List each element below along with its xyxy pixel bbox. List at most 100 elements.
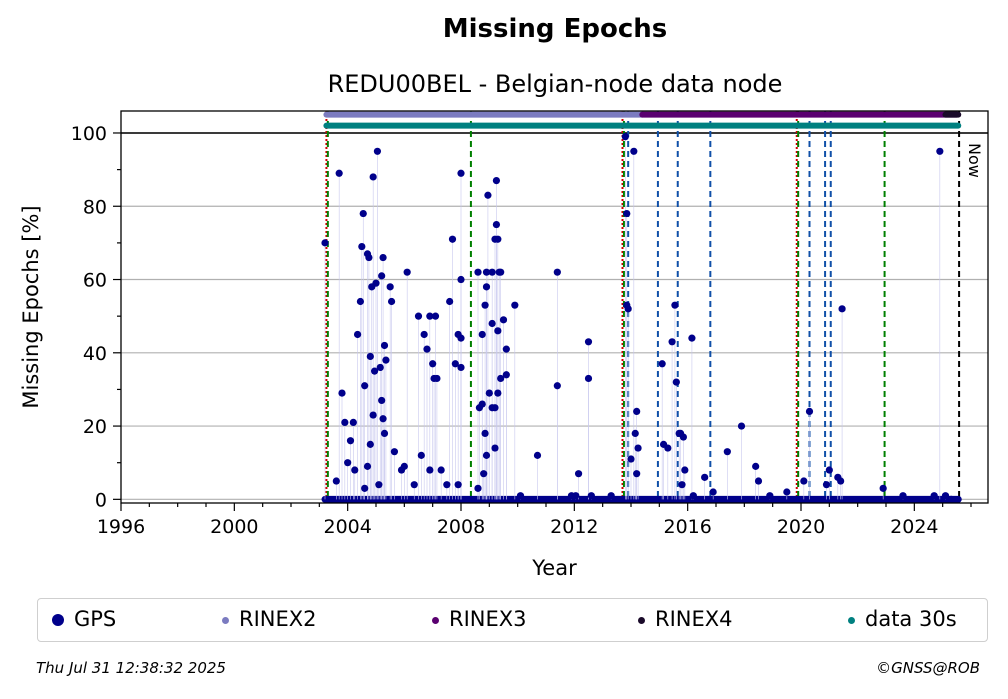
gps-point bbox=[497, 268, 505, 276]
gps-point bbox=[630, 147, 638, 155]
gps-point bbox=[426, 466, 434, 474]
gps-point bbox=[664, 444, 672, 452]
legend-item-rinex4: RINEX4 bbox=[638, 607, 733, 631]
gps-point bbox=[482, 268, 491, 276]
y-tick-label: 20 bbox=[83, 416, 107, 438]
now-label: Now bbox=[965, 143, 984, 178]
gps-point bbox=[373, 147, 382, 155]
gps-point bbox=[366, 440, 374, 448]
gps-point bbox=[492, 177, 501, 185]
gps-point bbox=[492, 220, 501, 229]
gps-point bbox=[805, 407, 814, 416]
gps-point bbox=[379, 253, 387, 262]
gps-point bbox=[633, 470, 641, 478]
legend-label-data30s: data 30s bbox=[865, 607, 957, 631]
y-axis-label: Missing Epochs [%] bbox=[19, 205, 43, 408]
chart-title: Missing Epochs bbox=[442, 14, 668, 44]
gps-point bbox=[457, 363, 465, 372]
gps-point bbox=[701, 473, 709, 481]
x-tick-label: 2004 bbox=[323, 516, 371, 538]
gps-point bbox=[838, 305, 846, 313]
gps-point bbox=[351, 466, 359, 474]
gps-point bbox=[658, 360, 666, 368]
gps-point bbox=[567, 492, 576, 500]
gps-point bbox=[672, 378, 680, 386]
gps-point bbox=[417, 451, 425, 459]
chart-legend: GPS RINEX2 RINEX3 RINEX4 data 30s bbox=[37, 598, 988, 642]
gps-point bbox=[688, 334, 696, 342]
gps-point bbox=[361, 382, 369, 390]
gps-point bbox=[621, 133, 629, 141]
gps-point bbox=[879, 484, 887, 492]
gps-point bbox=[502, 345, 510, 353]
legend-label-rinex3: RINEX3 bbox=[449, 607, 527, 631]
gps-point bbox=[511, 301, 519, 309]
plot-frame bbox=[120, 110, 989, 504]
gps-point bbox=[365, 253, 373, 262]
gps-point bbox=[930, 492, 938, 500]
gps-point bbox=[634, 444, 642, 452]
gps-point bbox=[379, 415, 387, 423]
gps-point bbox=[454, 481, 462, 489]
gps-point bbox=[488, 319, 496, 328]
gps-point bbox=[482, 283, 491, 291]
gps-point bbox=[485, 389, 493, 397]
gps-point bbox=[668, 338, 676, 346]
gps-point bbox=[681, 466, 689, 474]
gps-point bbox=[754, 477, 763, 485]
legend-item-data30s: data 30s bbox=[848, 607, 957, 631]
footer-copyright: ©GNSS@ROB bbox=[876, 659, 980, 677]
gps-point bbox=[457, 275, 465, 284]
gps-point bbox=[346, 437, 355, 445]
gps-point bbox=[356, 297, 365, 306]
gps-point bbox=[443, 481, 451, 489]
gps-point bbox=[387, 297, 396, 306]
gps-point bbox=[386, 283, 394, 291]
gps-point bbox=[341, 418, 349, 427]
y-tick-label: 40 bbox=[83, 343, 107, 365]
gps-point bbox=[397, 466, 406, 474]
gps-point bbox=[359, 209, 367, 218]
gps-point bbox=[457, 334, 465, 342]
gps-point bbox=[837, 477, 845, 485]
gps-point bbox=[494, 389, 502, 397]
gps-point bbox=[378, 272, 386, 280]
x-tick-label: 2016 bbox=[663, 516, 711, 538]
legend-marker-data30s bbox=[848, 616, 855, 624]
gps-point bbox=[783, 488, 791, 496]
gps-point bbox=[332, 477, 340, 485]
gps-point bbox=[494, 235, 502, 243]
legend-marker-gps bbox=[52, 614, 64, 626]
gps-point bbox=[584, 374, 593, 383]
y-tick-label: 0 bbox=[95, 489, 107, 511]
gps-point bbox=[375, 481, 383, 489]
gps-point bbox=[372, 279, 380, 287]
gps-point bbox=[378, 396, 386, 405]
gps-point bbox=[338, 389, 346, 397]
gps-point bbox=[800, 477, 808, 485]
gps-point bbox=[431, 312, 440, 320]
gps-point bbox=[941, 492, 950, 500]
y-tick-label: 100 bbox=[71, 123, 107, 145]
gps-point bbox=[737, 422, 746, 430]
gps-point bbox=[349, 418, 357, 427]
gps-point bbox=[516, 492, 525, 500]
gps-point bbox=[433, 374, 441, 383]
gps-point bbox=[321, 239, 329, 247]
gps-point bbox=[423, 345, 431, 353]
gps-point bbox=[414, 312, 423, 320]
gps-point bbox=[451, 360, 459, 368]
gps-point bbox=[633, 407, 641, 416]
legend-marker-rinex4 bbox=[638, 616, 645, 624]
gps-point bbox=[627, 455, 635, 463]
gps-point bbox=[822, 481, 831, 489]
gps-point bbox=[420, 330, 428, 339]
gps-point bbox=[474, 484, 482, 492]
gps-point bbox=[370, 367, 379, 375]
gps-point bbox=[553, 268, 561, 276]
legend-item-rinex3: RINEX3 bbox=[432, 607, 527, 631]
gps-point bbox=[403, 268, 411, 276]
gps-point bbox=[491, 404, 499, 412]
gps-point bbox=[491, 444, 499, 452]
